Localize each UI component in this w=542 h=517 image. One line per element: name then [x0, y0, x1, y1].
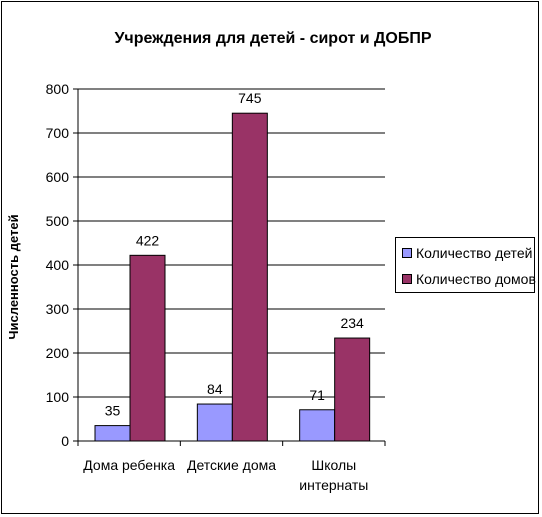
y-tick-label: 300 — [46, 301, 70, 317]
bar — [299, 409, 336, 442]
y-tick-label: 700 — [46, 125, 70, 141]
legend-label-series-2: Количество домов — [416, 271, 536, 287]
data-label: 35 — [105, 403, 121, 419]
legend-swatch-series-1 — [402, 248, 412, 258]
bar — [94, 425, 131, 442]
x-category-label: Дома ребенка — [83, 457, 175, 473]
legend-swatch-series-2 — [402, 274, 412, 284]
data-label: 745 — [238, 90, 262, 106]
bar — [334, 337, 371, 442]
bar — [196, 403, 233, 442]
data-label: 84 — [207, 381, 223, 397]
legend: Количество детей Количество домов — [395, 237, 536, 293]
y-tick-label: 200 — [46, 345, 70, 361]
x-category-label: Школы — [311, 457, 356, 473]
y-tick-label: 600 — [46, 169, 70, 185]
chart-title: Учреждения для детей - сирот и ДОБПР — [114, 30, 431, 47]
bars — [94, 112, 371, 442]
data-label: 71 — [309, 387, 325, 403]
bar — [129, 254, 166, 442]
x-category-label: интернаты — [299, 477, 368, 493]
legend-label-series-1: Количество детей — [416, 245, 533, 261]
y-tick-label: 500 — [46, 213, 70, 229]
data-label: 422 — [136, 232, 160, 248]
labels: 0 100 200 300 400 500 600 700 800 35 422 Дома ребен… — [46, 81, 369, 493]
y-tick-label: 400 — [46, 257, 70, 273]
gridlines — [78, 88, 385, 398]
y-tick-label: 800 — [46, 81, 70, 97]
bar — [231, 112, 268, 442]
x-category-label: Детские дома — [187, 457, 276, 473]
data-label: 234 — [340, 315, 364, 331]
y-axis-label: Численность детей — [6, 214, 21, 339]
y-tick-label: 100 — [46, 389, 70, 405]
legend-item-series-2: Количество домов — [402, 270, 536, 288]
y-tick-label: 0 — [61, 433, 69, 449]
legend-item-series-1: Количество детей — [402, 244, 532, 262]
